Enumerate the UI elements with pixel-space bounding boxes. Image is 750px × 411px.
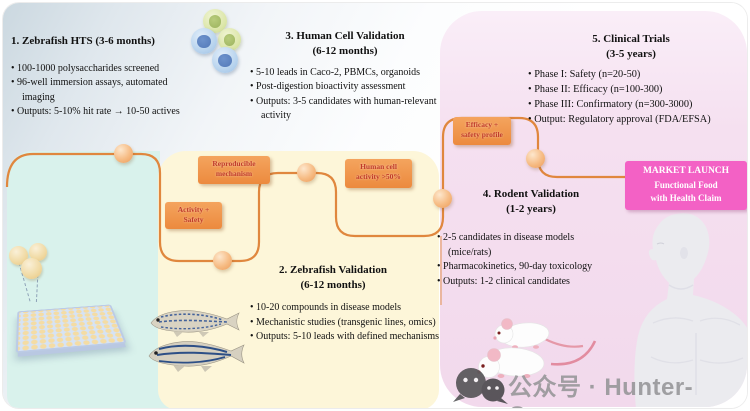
stage-subtitle: (3-5 years) (541, 47, 721, 62)
zebrafish-egg-icon (21, 258, 42, 279)
bullet: Mechanistic studies (transgenic lines, o… (250, 316, 445, 331)
stage-title: 2. Zebrafish Validation (243, 263, 423, 278)
stage-rodent-validation: 4. Rodent Validation (1-2 years) 2-5 can… (441, 187, 621, 217)
badge-activity-safety: Activity + Safety (165, 202, 222, 229)
stage-clinical-trials: 5. Clinical Trials (3-5 years) Phase I: … (541, 32, 721, 62)
bullet: 96-well immersion assays, automated imag… (11, 76, 193, 105)
path-node (526, 149, 545, 168)
bullet: Phase III: Confirmatory (n=300-3000) (528, 98, 733, 113)
path-node (297, 163, 316, 182)
bullet: Outputs: 5-10% hit rate → 10-50 actives (11, 105, 193, 120)
badge-reproducible-mechanism: Reproducible mechanism (198, 156, 270, 184)
stage-title: 4. Rodent Validation (441, 187, 621, 202)
stage-title: 5. Clinical Trials (541, 32, 721, 47)
stage-bullets: 5-10 leads in Caco-2, PBMCs, organoids P… (250, 66, 440, 124)
market-launch-line2: Functional Food (625, 179, 747, 192)
bullet: 5-10 leads in Caco-2, PBMCs, organoids (250, 66, 440, 81)
bullet: Outputs: 5-10 leads with defined mechani… (250, 330, 445, 345)
bullet: Post-digestion bioactivity assessment (250, 80, 440, 95)
bullet: Pharmacokinetics, 90-day toxicology (437, 260, 612, 275)
zebrafish-hts-panel (7, 151, 160, 408)
stage-zebrafish-hts: 1. Zebrafish HTS (3-6 months) 100-1000 p… (11, 34, 211, 120)
badge-efficacy-safety-profile: Efficacy + safety profile (453, 117, 511, 145)
stage-bullets: Phase I: Safety (n=20-50) Phase II: Effi… (528, 68, 733, 128)
bullet: 100-1000 polysaccharides screened (11, 62, 193, 77)
bullet: 2-5 candidates in disease models (mice/r… (437, 231, 612, 260)
bullet: Outputs: 1-2 clinical candidates (437, 275, 612, 290)
stage-bullets: 10-20 compounds in disease models Mechan… (250, 301, 445, 345)
bullet: Outputs: 3-5 candidates with human-relev… (250, 95, 440, 124)
stage-title: 1. Zebrafish HTS (3-6 months) (11, 34, 211, 49)
market-launch-title: MARKET LAUNCH (625, 165, 747, 179)
path-node (213, 251, 232, 270)
path-node (114, 144, 133, 163)
market-launch-box: MARKET LAUNCH Functional Food with Healt… (625, 161, 747, 210)
stage-subtitle: (6-12 months) (250, 44, 440, 59)
badge-human-cell-activity: Human cell activity >50% (345, 159, 412, 188)
diagram-card: Activity + Safety Reproducible mechanism H… (3, 3, 747, 408)
bullet: Output: Regulatory approval (FDA/EFSA) (528, 113, 733, 128)
stage-zebrafish-validation: 2. Zebrafish Validation (6-12 months) 10… (243, 263, 423, 293)
watermark: 公众号 · Hunter-Organs (508, 367, 747, 408)
stage-bullets: 100-1000 polysaccharides screened 96-wel… (11, 62, 193, 120)
bullet: Phase II: Efficacy (n=100-300) (528, 83, 733, 98)
market-launch-line3: with Health Claim (625, 192, 747, 205)
pipeline-diagram: Activity + Safety Reproducible mechanism H… (0, 0, 750, 411)
bullet: Phase I: Safety (n=20-50) (528, 68, 733, 83)
bullet: 10-20 compounds in disease models (250, 301, 445, 316)
stage-bullets: 2-5 candidates in disease models (mice/r… (437, 231, 612, 289)
stage-title: 3. Human Cell Validation (250, 29, 440, 44)
stage-subtitle: (6-12 months) (243, 278, 423, 293)
stage-subtitle: (1-2 years) (441, 202, 621, 217)
blue-cell-icon (212, 47, 238, 73)
stage-human-cell-validation: 3. Human Cell Validation (6-12 months) 5… (250, 29, 440, 124)
